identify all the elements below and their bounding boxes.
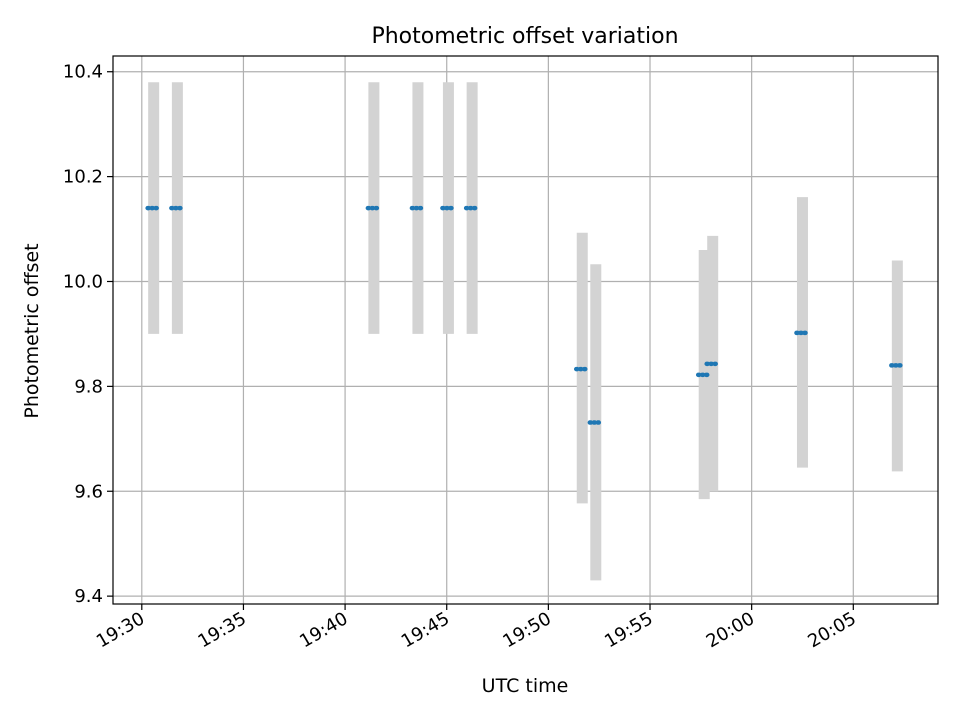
y-tick-label: 10.4 [63, 62, 103, 83]
x-axis-label: UTC time [482, 675, 569, 697]
y-tick-label: 9.6 [74, 481, 103, 502]
data-points [145, 205, 906, 425]
chart-title: Photometric offset variation [371, 24, 678, 49]
y-tick-label: 9.4 [74, 586, 103, 607]
y-tick-label: 10.2 [63, 167, 103, 188]
grid-lines [113, 56, 938, 604]
y-tick-label: 10.0 [63, 271, 103, 292]
plot-frame [112, 55, 939, 605]
y-axis-label: Photometric offset [21, 243, 43, 418]
y-tick-label: 9.8 [74, 376, 103, 397]
